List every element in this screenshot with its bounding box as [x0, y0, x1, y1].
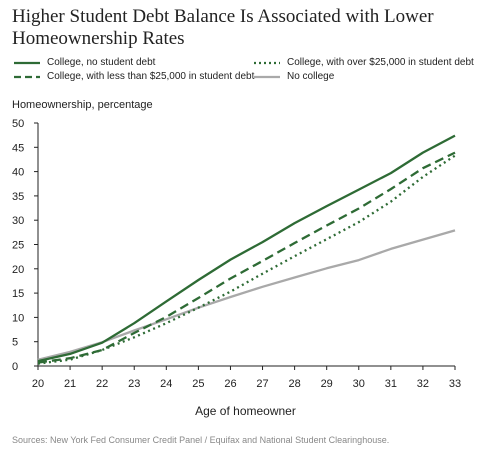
x-tick-label: 32 — [417, 378, 429, 390]
series-line-2 — [37, 154, 456, 365]
x-axis-label: Age of homeowner — [195, 404, 296, 418]
y-axis-label: Homeownership, percentage — [12, 99, 153, 111]
y-tick-label: 5 — [12, 337, 18, 349]
legend-label-no-debt: College, no student debt — [47, 57, 156, 68]
y-tick-label: 30 — [12, 215, 24, 227]
legend-label-no-college: No college — [287, 71, 335, 82]
legend-swatch-over-25k — [254, 61, 280, 65]
x-tick-label: 29 — [321, 378, 333, 390]
series-line-0 — [37, 134, 456, 363]
x-tick-label: 20 — [32, 378, 44, 390]
x-tick-label: 27 — [256, 378, 268, 390]
legend: College, no student debt College, with l… — [0, 0, 491, 90]
y-tick-label: 40 — [12, 167, 24, 179]
x-tick-label: 28 — [288, 378, 300, 390]
x-tick-label: 31 — [385, 378, 397, 390]
x-tick-label: 30 — [353, 378, 365, 390]
series-line-1 — [37, 151, 456, 364]
legend-swatch-no-college — [254, 75, 280, 79]
legend-swatch-less-25k — [14, 75, 40, 79]
y-tick-label: 45 — [12, 142, 24, 154]
legend-swatch-no-debt — [14, 61, 40, 65]
x-tick-label: 23 — [128, 378, 140, 390]
axes: 0 5 10 15 20 25 30 35 40 45 50 20 21 22 23 24 25 26 27 28 29… — [12, 118, 461, 390]
x-tick-label: 22 — [96, 378, 108, 390]
y-tick-label: 50 — [12, 118, 24, 130]
legend-label-over-25k: College, with over $25,000 in student de… — [287, 57, 474, 68]
x-tick-label: 33 — [449, 378, 461, 390]
y-tick-label: 35 — [12, 191, 24, 203]
y-tick-label: 10 — [12, 312, 24, 324]
x-tick-label: 21 — [64, 378, 76, 390]
source-note: Sources: New York Fed Consumer Credit Pa… — [12, 435, 390, 445]
x-tick-label: 26 — [224, 378, 236, 390]
y-tick-label: 0 — [12, 361, 18, 373]
x-tick-label: 25 — [192, 378, 204, 390]
series-layer — [37, 134, 456, 365]
chart-title: Higher Student Debt Balance Is Associate… — [12, 6, 434, 49]
y-tick-label: 20 — [12, 264, 24, 276]
legend-label-less-25k: College, with less than $25,000 in stude… — [47, 71, 255, 82]
x-tick-label: 24 — [160, 378, 172, 390]
y-tick-label: 25 — [12, 240, 24, 252]
y-tick-label: 15 — [12, 288, 24, 300]
